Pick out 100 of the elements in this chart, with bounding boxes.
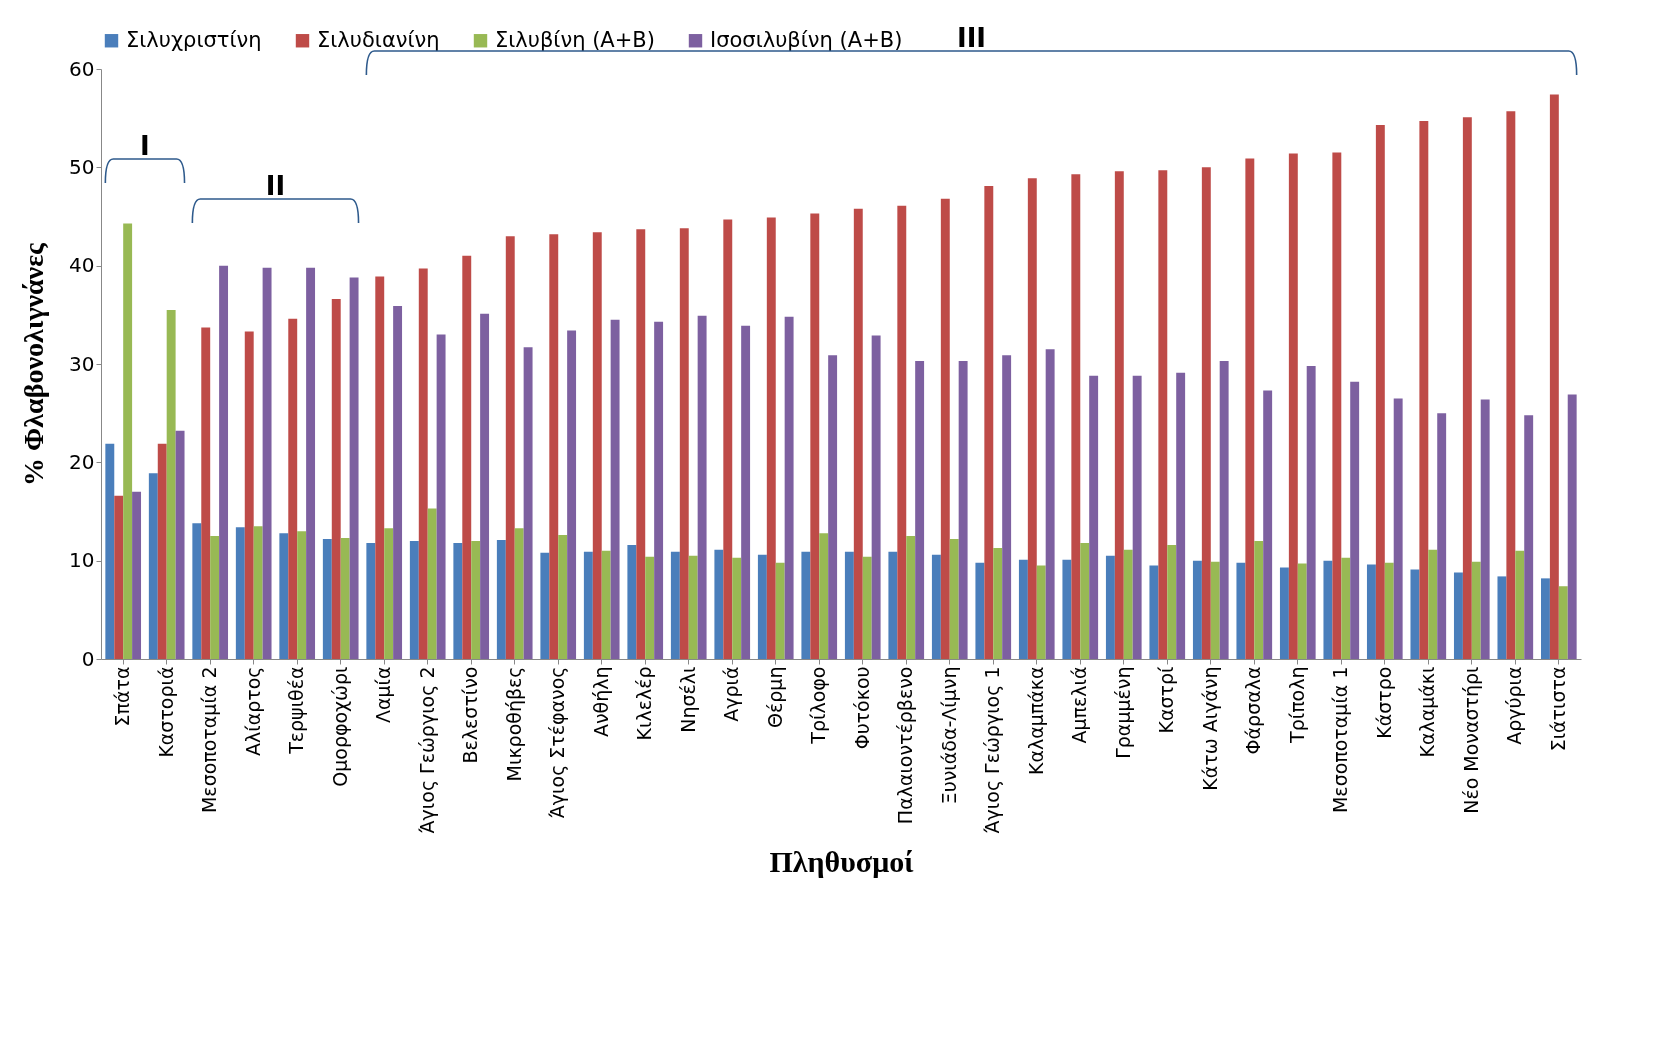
- bar: [166, 309, 176, 659]
- bar: [1167, 544, 1177, 659]
- bar: [670, 551, 680, 659]
- bar: [1480, 399, 1490, 659]
- bar: [828, 355, 838, 659]
- y-tick-label: 0: [81, 646, 95, 671]
- bar: [540, 552, 550, 659]
- bar: [1515, 550, 1525, 659]
- x-tick-label: Καλαμπάκα: [1024, 666, 1047, 776]
- bar: [418, 268, 428, 659]
- bar: [931, 554, 941, 659]
- bar: [297, 531, 307, 659]
- bar: [766, 217, 776, 659]
- y-tick-label: 30: [69, 351, 95, 376]
- x-tick-label: Άγιος Γεώργιος 2: [415, 666, 438, 834]
- bar: [253, 526, 263, 659]
- bar: [244, 331, 254, 659]
- bar: [558, 535, 568, 659]
- bar: [732, 557, 742, 659]
- bar: [784, 316, 794, 659]
- bar: [1567, 394, 1577, 659]
- x-tick-label: Καστρί: [1155, 665, 1178, 734]
- legend-label: Ισοσιλυβίνη (Α+Β): [710, 27, 903, 52]
- y-tick-label: 10: [69, 548, 95, 573]
- bar: [496, 540, 506, 659]
- bar: [1393, 398, 1403, 659]
- bar: [436, 334, 446, 659]
- annotation: II: [265, 171, 286, 201]
- bar: [1323, 560, 1333, 659]
- bar: [1036, 565, 1046, 659]
- bar: [1341, 557, 1351, 659]
- x-tick-label: Νησέλι: [676, 666, 699, 733]
- x-tick-label: Μεσοποταμία 1: [1329, 666, 1352, 814]
- bar: [1080, 542, 1090, 659]
- bar: [627, 544, 637, 659]
- bar: [1297, 563, 1307, 659]
- bar: [366, 542, 376, 659]
- bar: [1027, 178, 1037, 659]
- bar: [679, 228, 689, 659]
- bar: [1462, 117, 1472, 659]
- bar: [175, 430, 185, 659]
- x-tick-label: Ανθήλη: [589, 666, 612, 738]
- bar: [462, 255, 472, 659]
- bar: [1236, 562, 1246, 659]
- bar: [1210, 561, 1220, 659]
- bar: [1549, 94, 1559, 659]
- annotation: I: [140, 131, 150, 161]
- bar: [114, 495, 124, 659]
- bar: [688, 555, 698, 659]
- bar: [1497, 576, 1507, 659]
- x-tick-label: Καστοριά: [154, 666, 177, 758]
- bar: [453, 542, 463, 659]
- bar: [775, 562, 785, 659]
- bar: [723, 219, 733, 659]
- x-tick-label: Νέο Μοναστήρι: [1459, 666, 1482, 814]
- x-tick-label: Γραμμένη: [1111, 666, 1134, 759]
- y-tick-label: 40: [69, 253, 95, 278]
- bar: [1062, 559, 1072, 659]
- bar: [349, 277, 359, 659]
- bar: [1114, 171, 1124, 659]
- bar: [1437, 413, 1447, 659]
- bar: [201, 327, 211, 659]
- bar: [1366, 564, 1376, 659]
- bar: [1105, 555, 1115, 659]
- bar: [105, 443, 115, 659]
- x-tick-label: Μικροθήβες: [502, 666, 525, 782]
- text: III: [957, 23, 987, 53]
- bar: [1453, 572, 1463, 659]
- bar: [610, 319, 620, 659]
- x-tick-label: Κάστρο: [1372, 666, 1395, 739]
- y-axis-title: % Φλαβονολιγνάνες: [18, 241, 50, 486]
- x-tick-label: Παλαιοντέρβενο: [894, 666, 917, 825]
- bar: [123, 223, 133, 659]
- bar: [810, 213, 820, 659]
- bar: [1002, 355, 1012, 659]
- bar: [549, 234, 559, 659]
- bar: [1219, 361, 1229, 659]
- x-tick-label: Κάτω Αιγάνη: [1198, 666, 1221, 791]
- bar: [949, 539, 959, 659]
- bar: [592, 232, 602, 659]
- x-tick-label: Ξυνιάδα-Λίμνη: [937, 666, 960, 805]
- bar: [1558, 586, 1568, 659]
- bar: [601, 550, 611, 659]
- x-tick-label: Βελεστίνο: [459, 666, 482, 764]
- bar: [340, 538, 350, 659]
- x-tick-label: Καλαμάκι: [1416, 666, 1439, 758]
- bar: [132, 491, 142, 659]
- bar: [505, 236, 515, 659]
- x-tick-label: Τρίλοφο: [807, 666, 830, 745]
- x-tick-label: Σπάτα: [111, 666, 134, 727]
- bar: [1132, 375, 1142, 659]
- bar: [1045, 349, 1055, 659]
- bar: [480, 313, 490, 659]
- bar: [697, 315, 707, 659]
- bar: [862, 556, 872, 659]
- x-tick-label: Κιλελέρ: [633, 666, 656, 741]
- bar: [1176, 372, 1186, 659]
- bar: [1288, 153, 1298, 659]
- x-tick-label: Φάρσαλα: [1242, 666, 1265, 755]
- x-tick-label: Φυτόκου: [850, 666, 873, 750]
